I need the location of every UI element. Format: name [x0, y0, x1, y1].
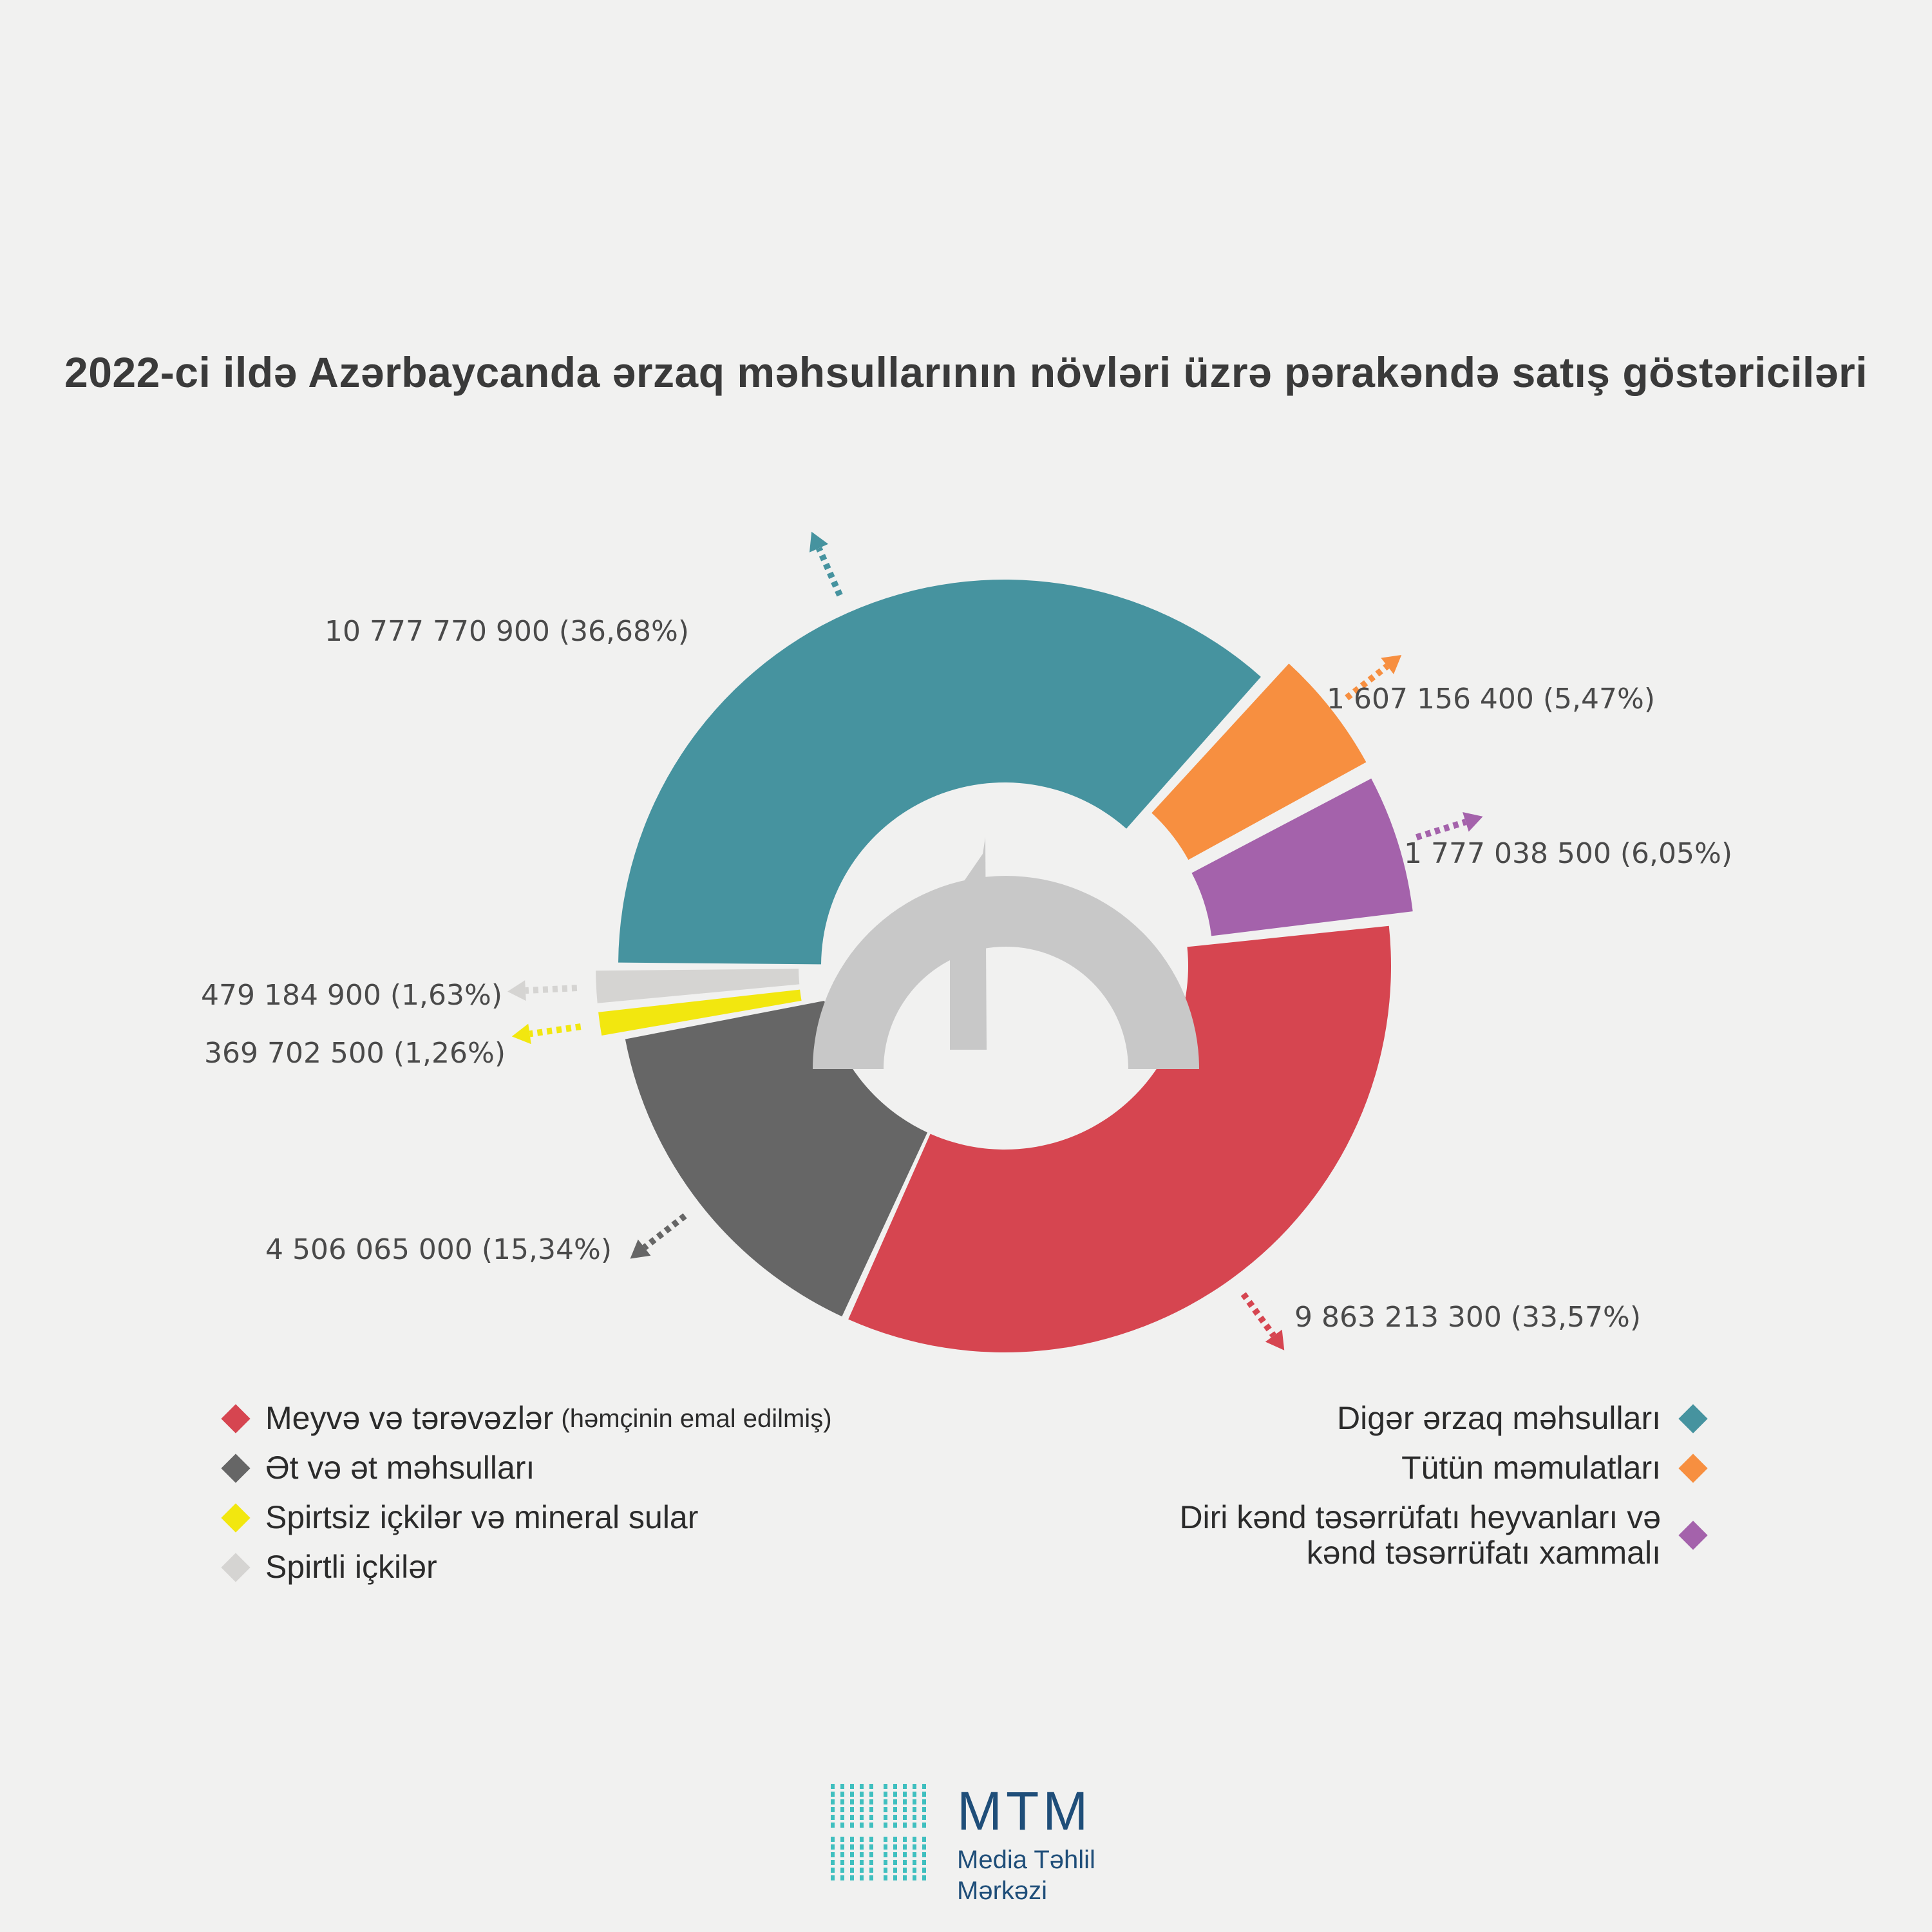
value-label-3: 9 863 213 300 (33,57%) [1294, 1301, 1641, 1334]
legend-item: Diri kənd təsərrüfatı heyvanları və kənd… [1179, 1499, 1708, 1571]
callout-arrow-0 [809, 531, 829, 553]
legend-item: Tütün məmulatları [1179, 1450, 1708, 1486]
callout-line-3 [1240, 1292, 1276, 1338]
slice-0 [618, 580, 1261, 965]
legend-label: Ət və ət məhsulları [265, 1450, 535, 1486]
logo-name: MTM [957, 1781, 1092, 1841]
value-label-5: 369 702 500 (1,26%) [204, 1037, 506, 1070]
mtm-logo: MTM Media Təhlil Mərkəzi [831, 1784, 1095, 1906]
logo-mark-icon [831, 1784, 926, 1880]
slice-3 [848, 925, 1391, 1352]
value-label-1: 1 607 156 400 (5,47%) [1327, 683, 1655, 715]
callout-arrow-1 [1381, 654, 1402, 674]
legend-label: Spirtsiz içkilər və mineral sular [265, 1499, 699, 1535]
callout-arrow-4 [630, 1239, 651, 1259]
callout-line-0 [815, 547, 843, 597]
legend-label: Meyvə və tərəvəzlər [265, 1400, 554, 1436]
legend-swatch [221, 1453, 251, 1483]
legend-left: Meyvə və tərəvəzlər (həmçinin emal edilmi… [221, 1400, 832, 1599]
logo-subtitle: Media Təhlil Mərkəzi [957, 1846, 1095, 1905]
legend-item: Meyvə və tərəvəzlər (həmçinin emal edilmi… [221, 1400, 832, 1436]
slice-5 [598, 989, 802, 1036]
callout-line-4 [642, 1213, 687, 1251]
legend-label: Digər ərzaq məhsulları [1337, 1400, 1661, 1436]
legend-item: Spirtsiz içkilər və mineral sular [221, 1499, 832, 1535]
legend-swatch [1678, 1453, 1708, 1483]
legend-label: Tütün məmulatları [1401, 1450, 1661, 1486]
chart-title: 2022-ci ildə Azərbaycanda ərzaq məhsulla… [64, 348, 1868, 396]
slice-4 [625, 1000, 928, 1317]
slice-6 [596, 969, 800, 1003]
callout-line-5 [529, 1023, 582, 1037]
legend-swatch [221, 1552, 251, 1582]
legend-swatch [221, 1403, 251, 1434]
legend-label: Diri kənd təsərrüfatı heyvanları və kənd… [1179, 1499, 1661, 1571]
callout-arrow-6 [507, 980, 526, 1001]
legend-swatch [1678, 1520, 1708, 1550]
legend-swatch [1678, 1403, 1708, 1434]
callout-line-1 [1345, 663, 1390, 701]
legend-label: Spirtli içkilər [265, 1549, 437, 1585]
manat-sign-icon [813, 837, 1199, 1069]
legend-item: Ət və ət məhsulları [221, 1450, 832, 1486]
value-label-4: 4 506 065 000 (15,34%) [265, 1233, 612, 1266]
slice-2 [1191, 778, 1413, 936]
callout-line-6 [525, 985, 578, 994]
slice-1 [1151, 663, 1367, 860]
callout-line-2 [1415, 819, 1467, 840]
callout-arrow-2 [1463, 811, 1483, 832]
callout-arrow-3 [1265, 1329, 1285, 1350]
value-label-2: 1 777 038 500 (6,05%) [1404, 837, 1732, 870]
value-label-6: 479 184 900 (1,63%) [201, 979, 502, 1012]
legend-right: Digər ərzaq məhsulları Tütün məmulatları D… [1179, 1400, 1708, 1585]
value-label-0: 10 777 770 900 (36,68%) [325, 615, 689, 648]
legend-note: (həmçinin emal edilmiş) [561, 1404, 832, 1433]
legend-item: Spirtli içkilər [221, 1549, 832, 1585]
legend-swatch [221, 1502, 251, 1533]
callout-arrow-5 [511, 1023, 531, 1045]
legend-item: Digər ərzaq məhsulları [1179, 1400, 1708, 1436]
